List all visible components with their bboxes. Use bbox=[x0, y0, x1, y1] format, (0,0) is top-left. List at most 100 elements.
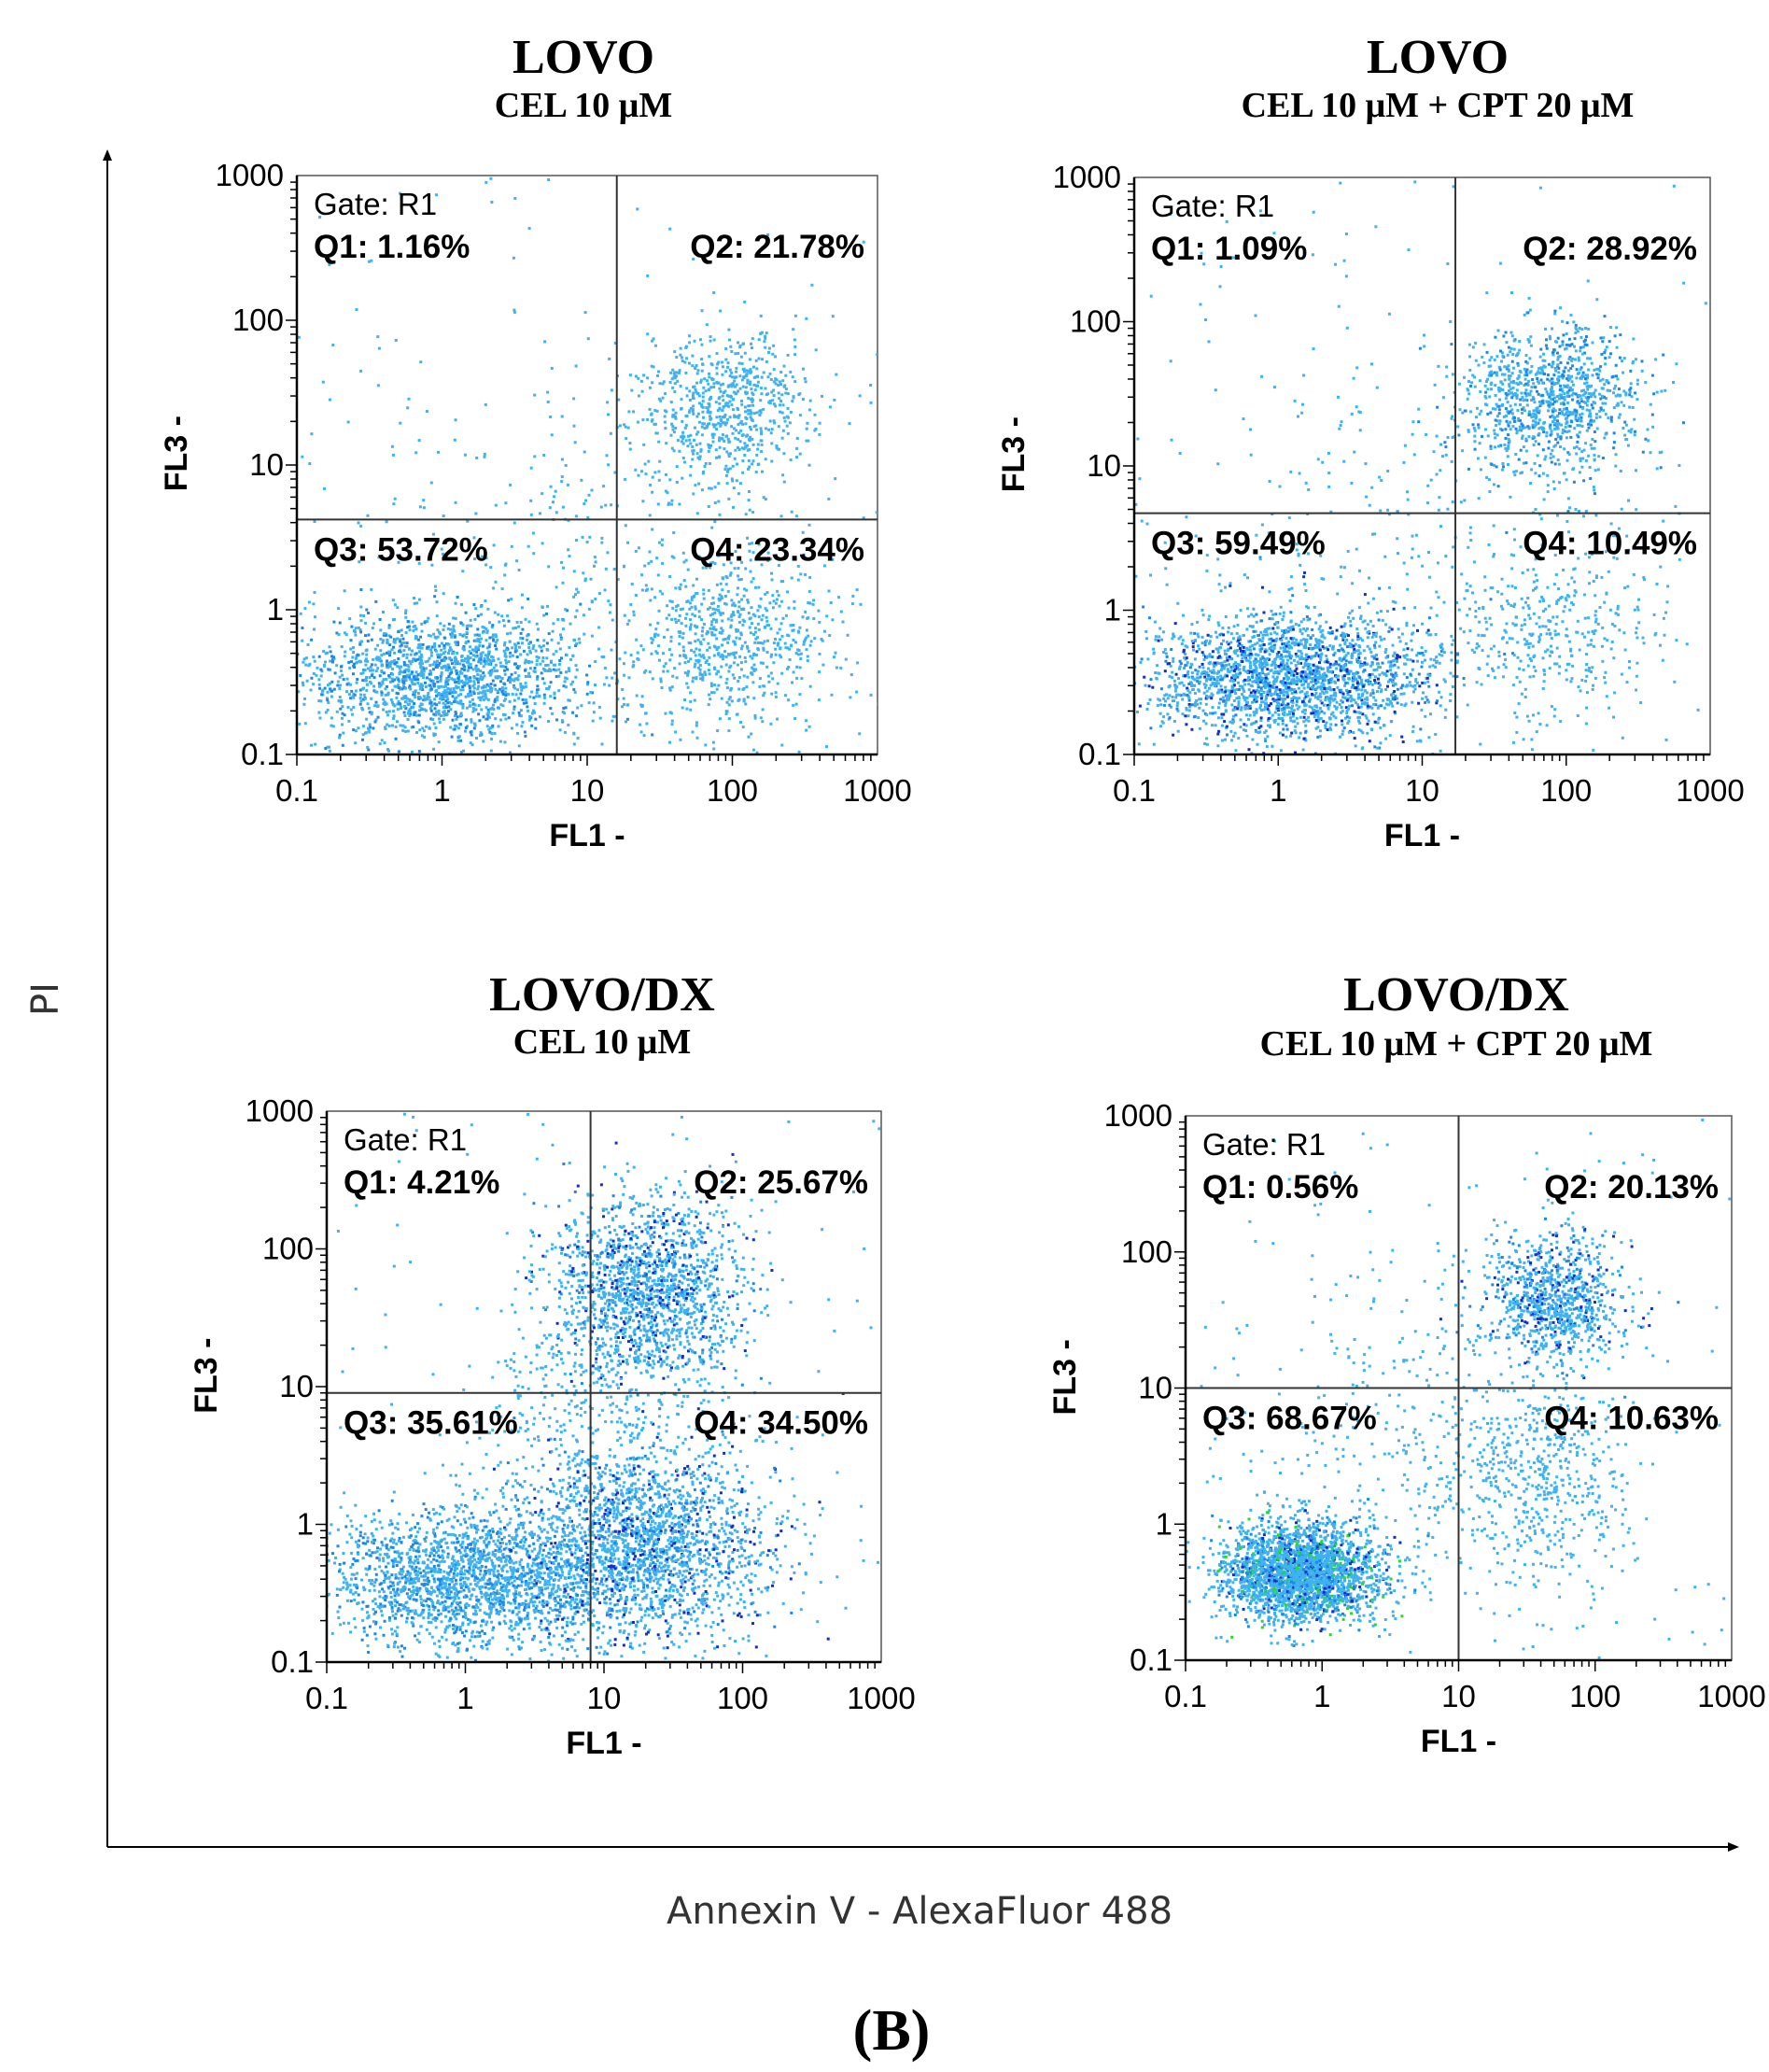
scatter-point bbox=[717, 652, 720, 655]
scatter-point bbox=[769, 722, 773, 726]
scatter-point bbox=[572, 732, 576, 736]
scatter-point bbox=[694, 654, 697, 657]
scatter-point bbox=[1224, 673, 1228, 677]
scatter-point bbox=[720, 360, 723, 364]
scatter-point bbox=[260, 714, 263, 717]
scatter-point bbox=[760, 375, 764, 379]
scatter-point bbox=[491, 624, 495, 627]
scatter-point bbox=[742, 698, 746, 701]
scatter-point bbox=[679, 587, 681, 591]
scatter-point bbox=[1295, 683, 1299, 686]
scatter-point bbox=[1253, 721, 1257, 725]
scatter-point bbox=[649, 599, 653, 602]
scatter-point bbox=[1252, 607, 1256, 611]
scatter-point bbox=[580, 704, 583, 708]
scatter-point bbox=[700, 425, 704, 429]
scatter-point bbox=[423, 667, 427, 670]
scatter-point bbox=[419, 635, 423, 639]
scatter-point bbox=[1364, 714, 1368, 718]
scatter-point bbox=[407, 712, 410, 715]
scatter-point bbox=[1316, 667, 1320, 670]
scatter-point bbox=[479, 698, 483, 702]
scatter-point bbox=[685, 387, 689, 390]
scatter-point bbox=[414, 635, 418, 639]
scatter-point bbox=[704, 389, 708, 393]
scatter-point bbox=[848, 422, 851, 426]
scatter-point bbox=[712, 432, 716, 436]
scatter-point bbox=[460, 679, 464, 683]
scatter-point bbox=[805, 439, 808, 443]
scatter-point bbox=[1475, 642, 1479, 646]
scatter-point bbox=[465, 706, 469, 710]
scatter-point bbox=[1249, 684, 1253, 687]
scatter-point bbox=[392, 640, 396, 643]
scatter-point bbox=[651, 677, 654, 681]
scatter-point bbox=[862, 240, 865, 244]
scatter-point bbox=[850, 602, 854, 605]
scatter-point bbox=[567, 723, 570, 726]
scatter-point bbox=[1122, 713, 1125, 716]
scatter-point bbox=[529, 513, 533, 516]
scatter-point bbox=[597, 705, 601, 709]
scatter-point bbox=[487, 650, 491, 654]
scatter-point bbox=[1164, 699, 1167, 703]
scatter-point bbox=[1224, 704, 1228, 708]
scatter-point bbox=[530, 690, 534, 694]
scatter-point bbox=[597, 592, 601, 595]
scatter-point bbox=[1346, 691, 1350, 694]
scatter-point bbox=[562, 618, 566, 622]
scatter-point bbox=[560, 656, 563, 660]
scatter-point bbox=[494, 641, 498, 644]
scatter-point bbox=[1429, 712, 1432, 716]
scatter-point bbox=[1245, 700, 1248, 704]
scatter-point bbox=[589, 577, 593, 581]
scatter-point bbox=[753, 641, 757, 644]
scatter-point bbox=[337, 633, 341, 636]
scatter-point bbox=[765, 591, 769, 594]
scatter-point bbox=[1282, 701, 1285, 705]
scatter-point bbox=[1257, 726, 1261, 729]
scatter-point bbox=[1375, 654, 1378, 656]
scatter-point bbox=[525, 701, 528, 705]
scatter-point bbox=[575, 642, 579, 646]
scatter-point bbox=[740, 361, 744, 365]
y-tick-label: 1 bbox=[267, 592, 284, 627]
scatter-point bbox=[414, 627, 418, 631]
scatter-point bbox=[485, 646, 489, 650]
scatter-point bbox=[722, 405, 725, 409]
scatter-point bbox=[710, 620, 714, 624]
scatter-point bbox=[416, 638, 420, 641]
scatter-point bbox=[1303, 670, 1307, 674]
scatter-point bbox=[502, 649, 506, 653]
scatter-point bbox=[317, 711, 321, 714]
scatter-point bbox=[1248, 706, 1252, 710]
scatter-point bbox=[443, 703, 447, 707]
scatter-point bbox=[477, 684, 481, 688]
scatter-point bbox=[1345, 688, 1348, 692]
scatter-point bbox=[508, 640, 512, 643]
scatter-point bbox=[1369, 694, 1372, 697]
scatter-point bbox=[348, 683, 352, 686]
scatter-point bbox=[1231, 679, 1235, 683]
scatter-point bbox=[695, 443, 698, 446]
scatter-point bbox=[1388, 734, 1392, 738]
scatter-point bbox=[407, 625, 411, 628]
scatter-point bbox=[727, 384, 731, 388]
scatter-point bbox=[416, 804, 419, 807]
scatter-point bbox=[713, 611, 717, 614]
scatter-point bbox=[673, 617, 677, 621]
scatter-point bbox=[1285, 662, 1289, 665]
scatter-point bbox=[718, 396, 722, 400]
scatter-point bbox=[484, 402, 487, 406]
scatter-point bbox=[1342, 678, 1346, 682]
outer-x-arrow bbox=[1728, 1842, 1739, 1852]
scatter-point bbox=[317, 683, 321, 686]
scatter-point bbox=[372, 684, 376, 688]
scatter-point bbox=[483, 659, 486, 663]
scatter-point bbox=[1168, 694, 1172, 698]
scatter-point bbox=[509, 631, 512, 635]
scatter-point bbox=[586, 515, 590, 519]
scatter-point bbox=[694, 605, 697, 609]
scatter-point bbox=[532, 709, 536, 712]
scatter-point bbox=[750, 388, 753, 391]
